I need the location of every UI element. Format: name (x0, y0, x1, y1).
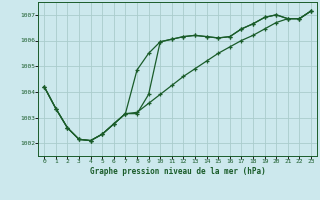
X-axis label: Graphe pression niveau de la mer (hPa): Graphe pression niveau de la mer (hPa) (90, 167, 266, 176)
